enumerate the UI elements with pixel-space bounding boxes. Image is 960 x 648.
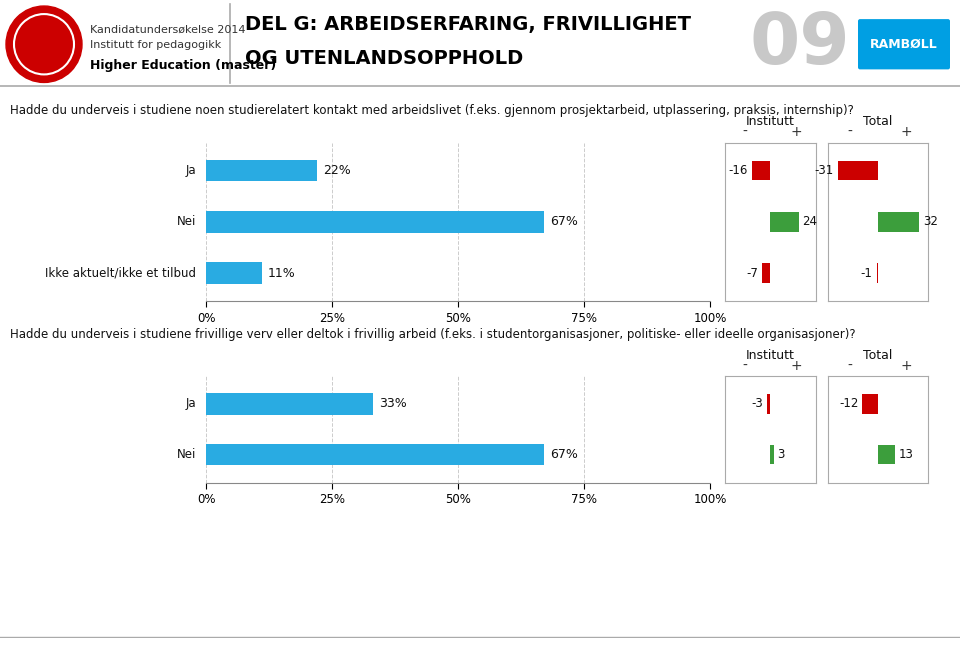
Bar	[767, 394, 770, 413]
Text: Higher Education (master): Higher Education (master)	[90, 60, 276, 73]
Text: -16: -16	[729, 164, 748, 177]
Text: -: -	[848, 358, 852, 373]
Text: +: +	[790, 125, 802, 139]
Text: -3: -3	[752, 397, 763, 410]
Text: Ja: Ja	[185, 397, 196, 410]
Text: -: -	[848, 125, 852, 139]
Text: Nei: Nei	[177, 215, 196, 229]
Bar	[206, 393, 372, 415]
Text: 3: 3	[778, 448, 785, 461]
Text: 32: 32	[924, 215, 938, 229]
Text: Hadde du underveis i studiene noen studierelatert kontakt med arbeidslivet (f.ek: Hadde du underveis i studiene noen studi…	[10, 104, 853, 117]
Text: Institutt: Institutt	[746, 115, 795, 128]
Bar	[752, 161, 770, 180]
Bar	[862, 394, 877, 413]
Text: 11%: 11%	[268, 267, 296, 280]
Text: -: -	[742, 125, 747, 139]
Bar	[770, 212, 799, 232]
Text: -12: -12	[839, 397, 858, 410]
Text: +: +	[900, 125, 912, 139]
Text: 67%: 67%	[550, 448, 578, 461]
Text: Institutt for pedagogikk: Institutt for pedagogikk	[90, 40, 221, 51]
Bar	[877, 445, 895, 465]
Text: Institutt: Institutt	[746, 349, 795, 362]
Text: -: -	[742, 358, 747, 373]
Bar	[206, 444, 544, 465]
Text: 33%: 33%	[379, 397, 406, 410]
Text: Total: Total	[863, 115, 893, 128]
Text: RAMBØLL: RAMBØLL	[870, 38, 938, 51]
Bar	[770, 445, 774, 465]
Text: -31: -31	[814, 164, 833, 177]
Text: 22%: 22%	[324, 164, 351, 177]
FancyBboxPatch shape	[858, 19, 950, 69]
Bar	[876, 264, 877, 283]
Text: -7: -7	[747, 267, 758, 280]
Text: 67%: 67%	[550, 215, 578, 229]
Bar	[206, 262, 262, 284]
Text: Nei: Nei	[177, 448, 196, 461]
Text: 13: 13	[899, 448, 914, 461]
Text: Ja: Ja	[185, 164, 196, 177]
Text: OG UTENLANDSOPPHOLD: OG UTENLANDSOPPHOLD	[245, 49, 523, 68]
Circle shape	[6, 6, 82, 82]
Text: +: +	[790, 358, 802, 373]
Text: Total: Total	[863, 349, 893, 362]
Text: Hadde du underveis i studiene frivillige verv eller deltok i frivillig arbeid (f: Hadde du underveis i studiene frivillige…	[10, 329, 855, 341]
Bar	[206, 160, 317, 181]
Bar	[877, 212, 920, 232]
Text: Ikke aktuelt/ikke et tilbud: Ikke aktuelt/ikke et tilbud	[45, 267, 196, 280]
Bar	[206, 211, 544, 233]
Text: -1: -1	[861, 267, 873, 280]
Text: 24: 24	[803, 215, 817, 229]
Text: DEL G: ARBEIDSERFARING, FRIVILLIGHET: DEL G: ARBEIDSERFARING, FRIVILLIGHET	[245, 15, 691, 34]
Text: +: +	[900, 358, 912, 373]
Bar	[762, 264, 770, 283]
Text: Kandidatundersøkelse 2014: Kandidatundersøkelse 2014	[90, 25, 246, 35]
Text: 09: 09	[750, 10, 851, 79]
Bar	[838, 161, 877, 180]
